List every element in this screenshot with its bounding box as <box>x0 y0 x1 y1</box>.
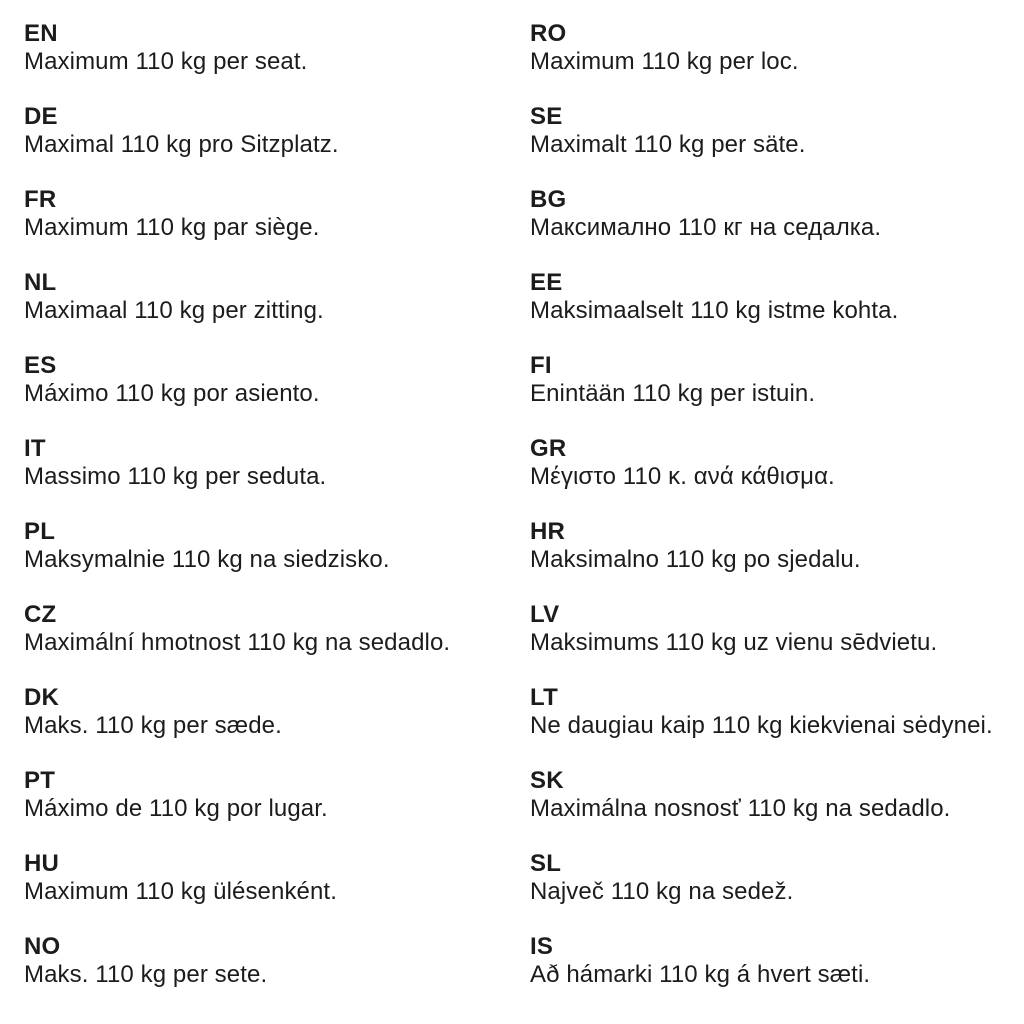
language-code-label: FR <box>24 186 57 213</box>
language-code-label: SK <box>530 767 564 794</box>
translation-text: Ne daugiau kaip 110 kg kiekvienai sėdyne… <box>530 712 993 739</box>
translation-text: Enintään 110 kg per istuin. <box>530 380 816 407</box>
language-entry: IS Að hámarki 110 kg á hvert sæti. <box>530 933 1000 989</box>
translation-text: Að hámarki 110 kg á hvert sæti. <box>530 961 871 988</box>
language-code-label: PL <box>24 518 56 545</box>
translation-text: Maximum 110 kg ülésenként. <box>24 878 337 905</box>
language-entry: FR Maximum 110 kg par siège. <box>24 186 493 242</box>
translation-text: Máximo de 110 kg por lugar. <box>24 795 328 822</box>
translation-text: Massimo 110 kg per seduta. <box>24 463 327 490</box>
language-entry: BG Максимално 110 кг на седалка. <box>530 186 1000 242</box>
language-entry: PL Maksymalnie 110 kg na siedzisko. <box>24 518 493 574</box>
language-entry: RO Maximum 110 kg per loc. <box>530 20 1000 76</box>
language-entry: NO Maks. 110 kg per sete. <box>24 933 493 989</box>
language-entry: EE Maksimaalselt 110 kg istme kohta. <box>530 269 1000 325</box>
language-entry: FI Enintään 110 kg per istuin. <box>530 352 1000 408</box>
language-code-label: NL <box>24 269 57 296</box>
language-code-label: SL <box>530 850 562 877</box>
translation-text: Máximo 110 kg por asiento. <box>24 380 320 407</box>
translation-text: Največ 110 kg na sedež. <box>530 878 794 905</box>
translation-text: Maximal 110 kg pro Sitzplatz. <box>24 131 339 158</box>
language-entry: LV Maksimums 110 kg uz vienu sēdvietu. <box>530 601 1000 657</box>
language-code-label: LV <box>530 601 560 628</box>
language-code-label: ES <box>24 352 57 379</box>
translation-text: Maximální hmotnost 110 kg na sedadlo. <box>24 629 451 656</box>
translation-text: Maksimums 110 kg uz vienu sēdvietu. <box>530 629 938 656</box>
language-code-label: IT <box>24 435 46 462</box>
translations-column-left: EN Maximum 110 kg per seat. DE Maximal 1… <box>0 20 493 1024</box>
language-code-label: PT <box>24 767 56 794</box>
language-code-label: HR <box>530 518 566 545</box>
language-entry: HU Maximum 110 kg ülésenként. <box>24 850 493 906</box>
language-entry: DK Maks. 110 kg per sæde. <box>24 684 493 740</box>
language-code-label: FI <box>530 352 552 379</box>
language-entry: SE Maximalt 110 kg per säte. <box>530 103 1000 159</box>
language-code-label: LT <box>530 684 558 711</box>
language-code-label: IS <box>530 933 554 960</box>
translation-text: Maksimaalselt 110 kg istme kohta. <box>530 297 899 324</box>
translation-text: Maximaal 110 kg per zitting. <box>24 297 324 324</box>
translations-column-right: RO Maximum 110 kg per loc. SE Maximalt 1… <box>493 20 1000 1024</box>
language-entry: SL Največ 110 kg na sedež. <box>530 850 1000 906</box>
translation-text: Maximum 110 kg per loc. <box>530 48 799 75</box>
translation-text: Maks. 110 kg per sete. <box>24 961 268 988</box>
language-entry: HR Maksimalno 110 kg po sjedalu. <box>530 518 1000 574</box>
translation-text: Maximalt 110 kg per säte. <box>530 131 806 158</box>
translation-text: Maximum 110 kg per seat. <box>24 48 308 75</box>
translation-text: Максимално 110 кг на седалка. <box>530 214 882 241</box>
translation-text: Μέγιστο 110 κ. ανά κάθισμα. <box>530 463 835 490</box>
language-entry: ES Máximo 110 kg por asiento. <box>24 352 493 408</box>
language-code-label: SE <box>530 103 563 130</box>
language-entry: PT Máximo de 110 kg por lugar. <box>24 767 493 823</box>
language-code-label: DE <box>24 103 58 130</box>
language-code-label: GR <box>530 435 567 462</box>
language-code-label: BG <box>530 186 567 213</box>
language-code-label: NO <box>24 933 61 960</box>
translation-text: Maksymalnie 110 kg na siedzisko. <box>24 546 390 573</box>
language-entry: SK Maximálna nosnosť 110 kg na sedadlo. <box>530 767 1000 823</box>
translation-text: Maksimalno 110 kg po sjedalu. <box>530 546 861 573</box>
language-code-label: EE <box>530 269 563 296</box>
language-entry: DE Maximal 110 kg pro Sitzplatz. <box>24 103 493 159</box>
language-entry: GR Μέγιστο 110 κ. ανά κάθισμα. <box>530 435 1000 491</box>
language-code-label: DK <box>24 684 60 711</box>
language-code-label: HU <box>24 850 60 877</box>
language-code-label: CZ <box>24 601 57 628</box>
language-entry: CZ Maximální hmotnost 110 kg na sedadlo. <box>24 601 493 657</box>
language-entry: NL Maximaal 110 kg per zitting. <box>24 269 493 325</box>
language-entry: EN Maximum 110 kg per seat. <box>24 20 493 76</box>
translation-text: Maximálna nosnosť 110 kg na sedadlo. <box>530 795 951 822</box>
language-code-label: EN <box>24 20 58 47</box>
language-entry: LT Ne daugiau kaip 110 kg kiekvienai sėd… <box>530 684 1000 740</box>
translation-text: Maks. 110 kg per sæde. <box>24 712 282 739</box>
language-entry: IT Massimo 110 kg per seduta. <box>24 435 493 491</box>
language-code-label: RO <box>530 20 567 47</box>
translation-text: Maximum 110 kg par siège. <box>24 214 320 241</box>
